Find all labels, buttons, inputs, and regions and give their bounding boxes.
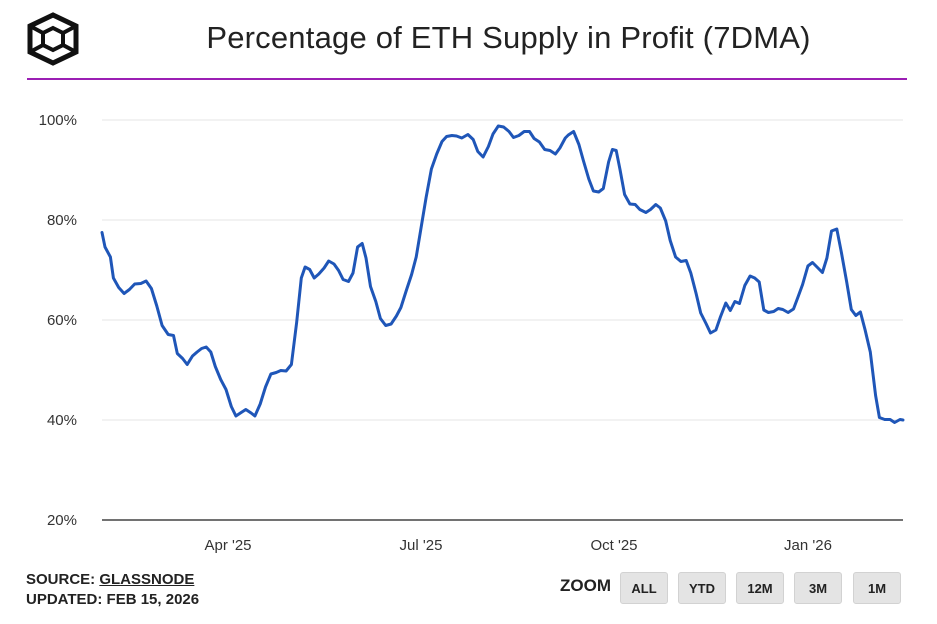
line-chart[interactable]: 20% 40% 60% 80% 100% Apr '25 Jul '25 Oct '25 Ja… [0,0,937,560]
source-link[interactable]: GLASSNODE [99,571,195,588]
zoom-label: ZOOM [560,576,611,595]
source-block: SOURCE: GLASSNODE UPDATED: FEB 15, 2026 [26,570,199,610]
series-line-eth-supply-in-profit[interactable] [100,124,905,424]
y-tick-label: 60% [47,312,77,329]
zoom-12m-button[interactable]: 12M [736,572,784,604]
y-tick-label: 20% [47,512,77,529]
zoom-all-button[interactable]: ALL [620,572,668,604]
x-tick-label: Apr '25 [204,537,251,554]
cube-logo-icon [27,12,79,66]
zoom-1m-button[interactable]: 1M [853,572,901,604]
zoom-3m-button[interactable]: 3M [794,572,842,604]
zoom-ytd-button[interactable]: YTD [678,572,726,604]
x-tick-label: Jul '25 [400,537,443,554]
y-tick-label: 100% [39,112,77,129]
x-tick-label: Oct '25 [590,537,637,554]
updated-date: UPDATED: FEB 15, 2026 [26,591,200,608]
x-tick-label: Jan '26 [784,537,832,554]
y-tick-label: 80% [47,212,77,229]
source-prefix: SOURCE: [26,571,100,588]
chart-title: Percentage of ETH Supply in Profit (7DMA… [206,20,811,55]
y-tick-label: 40% [47,412,77,429]
title-divider [27,78,907,80]
